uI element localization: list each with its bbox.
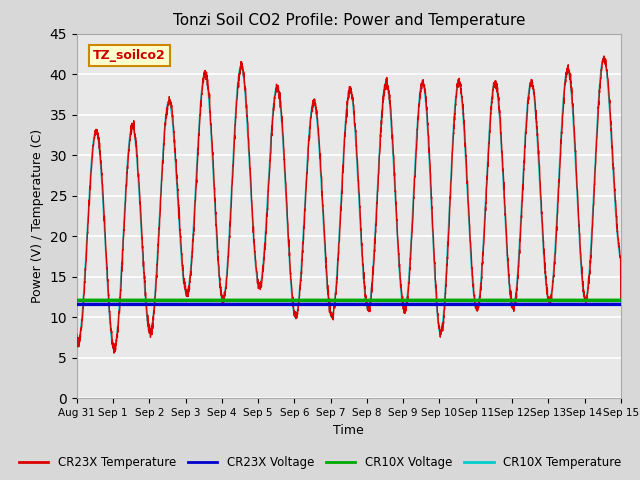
Line: CR10X Temperature: CR10X Temperature	[77, 58, 621, 349]
CR23X Temperature	[73, 331, 81, 337]
CR23X Voltage	[617, 301, 625, 307]
Text: TZ_soilco2: TZ_soilco2	[93, 49, 166, 62]
CR23X Temperature	[282, 179, 289, 185]
CR23X Temperature	[135, 180, 143, 185]
CR10X Temperature	[548, 288, 556, 294]
CR10X Temperature	[607, 123, 614, 129]
CR23X Temperature	[305, 136, 313, 142]
CR10X Temperature	[617, 297, 625, 302]
CR10X Temperature	[110, 347, 118, 352]
CR23X Temperature	[617, 298, 625, 303]
CR23X Voltage	[167, 301, 175, 307]
Legend: CR23X Temperature, CR23X Voltage, CR10X Voltage, CR10X Temperature: CR23X Temperature, CR23X Voltage, CR10X …	[14, 452, 626, 474]
CR10X Temperature	[305, 129, 313, 134]
CR23X Temperature	[168, 105, 175, 111]
CR10X Voltage	[135, 298, 143, 303]
CR23X Temperature	[607, 112, 614, 118]
CR23X Voltage	[305, 301, 313, 307]
CR10X Voltage	[282, 298, 289, 303]
CR10X Temperature	[600, 55, 607, 61]
CR10X Temperature	[73, 337, 81, 343]
CR10X Voltage	[548, 298, 556, 303]
CR10X Temperature	[282, 188, 289, 194]
CR23X Voltage	[606, 301, 614, 307]
Y-axis label: Power (V) / Temperature (C): Power (V) / Temperature (C)	[31, 129, 44, 303]
CR23X Voltage	[282, 301, 289, 307]
CR10X Voltage	[167, 298, 175, 303]
CR23X Voltage	[73, 301, 81, 307]
CR10X Voltage	[305, 298, 313, 303]
X-axis label: Time: Time	[333, 424, 364, 437]
Line: CR23X Temperature: CR23X Temperature	[77, 56, 621, 353]
CR23X Temperature	[600, 53, 608, 59]
CR10X Temperature	[135, 190, 143, 196]
Title: Tonzi Soil CO2 Profile: Power and Temperature: Tonzi Soil CO2 Profile: Power and Temper…	[173, 13, 525, 28]
CR23X Temperature	[548, 296, 556, 301]
CR23X Voltage	[548, 301, 556, 307]
CR10X Voltage	[606, 298, 614, 303]
CR10X Temperature	[168, 108, 175, 114]
CR10X Voltage	[73, 298, 81, 303]
CR23X Voltage	[135, 301, 143, 307]
CR10X Voltage	[617, 298, 625, 303]
CR23X Temperature	[110, 350, 118, 356]
